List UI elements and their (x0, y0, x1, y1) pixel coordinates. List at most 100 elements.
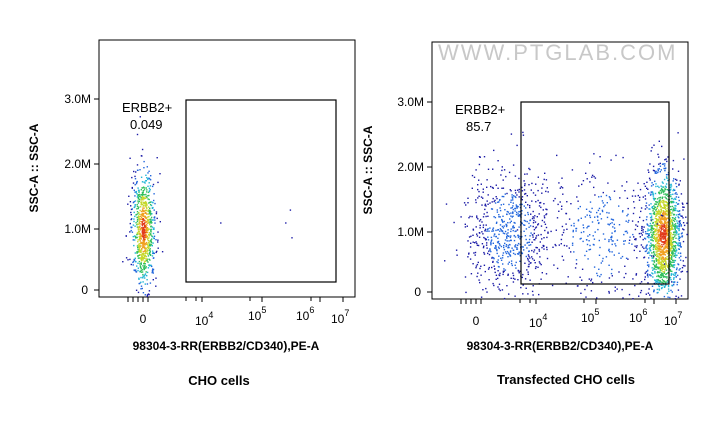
event-dot (621, 211, 624, 213)
event-dot (142, 235, 144, 238)
event-dot (527, 204, 529, 206)
event-dot (661, 197, 663, 200)
event-dot (152, 219, 154, 221)
event-dot (478, 163, 481, 166)
event-dot (671, 197, 673, 200)
event-dot (656, 255, 658, 258)
event-dot (660, 230, 662, 233)
event-dot (149, 185, 152, 187)
event-dot (658, 224, 660, 226)
event-dot (593, 175, 595, 178)
event-dot (516, 205, 518, 207)
event-dot (514, 189, 517, 192)
event-dot (523, 189, 526, 191)
event-dot (653, 213, 656, 215)
event-dot (665, 246, 667, 248)
event-dot (662, 268, 664, 270)
event-dot (623, 243, 625, 245)
event-dot (659, 221, 662, 223)
event-dot (460, 216, 462, 218)
event-dot (679, 244, 682, 246)
event-dot (487, 194, 489, 196)
event-dot (509, 236, 512, 239)
event-dot (598, 196, 600, 198)
event-dot (578, 185, 580, 187)
event-dot (673, 231, 675, 233)
event-dot (500, 245, 503, 248)
event-dot (660, 209, 663, 212)
event-dot (664, 208, 667, 211)
event-dot (678, 226, 680, 228)
event-dot (504, 239, 507, 241)
event-dot (142, 215, 144, 217)
event-dot (553, 264, 555, 266)
event-dot (651, 227, 653, 229)
event-dot (514, 222, 516, 224)
event-dot (524, 224, 526, 226)
event-dot (143, 263, 145, 265)
event-dot (544, 172, 546, 174)
event-dot (142, 292, 145, 294)
event-dot (674, 256, 677, 258)
y-tick-label: 2.0M (397, 160, 424, 174)
event-dot (147, 198, 149, 200)
event-dot (493, 284, 495, 287)
event-dot (144, 232, 146, 234)
event-dot (142, 205, 144, 207)
event-dot (675, 244, 677, 247)
event-dot (535, 183, 537, 185)
event-dot (675, 214, 678, 216)
event-dot (665, 194, 667, 196)
event-dot (671, 242, 673, 244)
event-dot (148, 210, 150, 212)
event-dot (650, 191, 653, 193)
event-dot (147, 219, 149, 222)
event-dot (516, 248, 518, 250)
event-dot (559, 187, 561, 189)
event-dot (145, 227, 148, 229)
event-dot (137, 244, 140, 246)
event-dot (528, 238, 531, 241)
event-dot (531, 249, 533, 252)
event-dot (665, 263, 668, 265)
event-dot (143, 198, 146, 200)
event-dot (658, 238, 660, 240)
event-dot (625, 220, 627, 222)
event-dot (139, 226, 141, 228)
event-dot (493, 216, 495, 218)
event-dot (543, 221, 546, 223)
event-dot (492, 230, 495, 232)
event-dot (658, 243, 660, 245)
event-dot (147, 233, 150, 236)
event-dot (499, 207, 501, 209)
event-dot (632, 189, 635, 192)
event-dot (526, 247, 528, 249)
event-dot (652, 263, 655, 265)
event-dot (146, 271, 149, 274)
event-dot (661, 245, 664, 248)
event-dot (474, 251, 477, 254)
event-dot (493, 235, 495, 237)
x-tick-label: 104 (529, 312, 547, 330)
event-dot (664, 159, 666, 161)
event-dot (467, 202, 469, 204)
event-dot (655, 240, 657, 243)
event-dot (670, 185, 673, 187)
event-dot (151, 226, 154, 228)
event-dot (512, 208, 515, 211)
event-dot (586, 239, 588, 241)
event-dot (571, 242, 574, 244)
event-dot (672, 252, 674, 254)
event-dot (628, 219, 630, 222)
event-dot (142, 259, 144, 261)
event-dot (669, 238, 671, 240)
event-dot (511, 216, 513, 218)
event-dot (136, 216, 139, 219)
event-dot (664, 201, 666, 203)
event-dot (655, 244, 657, 246)
event-dot (662, 188, 664, 191)
event-dot (503, 244, 505, 247)
event-dot (140, 251, 142, 253)
event-dot (528, 263, 530, 266)
event-dot (475, 226, 477, 228)
